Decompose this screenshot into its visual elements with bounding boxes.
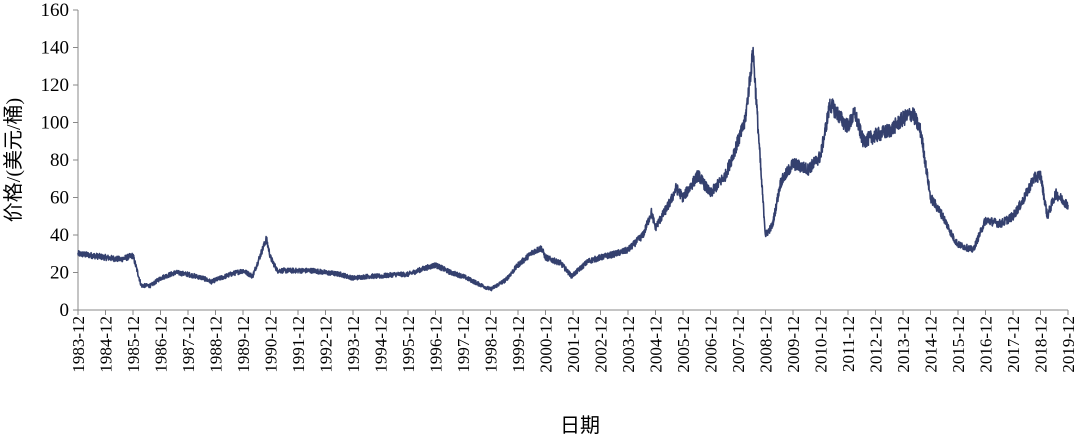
x-tick-label: 2016-12 <box>977 316 996 373</box>
x-tick-label: 2003-12 <box>619 316 638 373</box>
x-tick-label: 1990-12 <box>262 316 281 373</box>
x-tick-label: 2013-12 <box>894 316 913 373</box>
x-axis-title: 日期 <box>560 415 600 436</box>
y-tick-labels: 0 20 40 60 80 100 120 140 160 <box>41 0 70 321</box>
axes <box>73 9 1069 315</box>
x-tick-label: 2008-12 <box>757 316 776 373</box>
x-tick-label: 1994-12 <box>372 316 391 373</box>
x-tick-label: 2014-12 <box>922 316 941 373</box>
y-tick-label: 40 <box>50 225 69 246</box>
x-tick-label: 1988-12 <box>207 316 226 373</box>
x-tick-label: 2007-12 <box>729 316 748 373</box>
y-tick-label: 120 <box>41 75 70 96</box>
x-tick-label: 2017-12 <box>1004 316 1023 373</box>
y-tick-label: 0 <box>60 300 70 321</box>
x-tick-label: 2011-12 <box>839 316 858 372</box>
y-tick-label: 80 <box>50 150 69 171</box>
x-tick-label: 2010-12 <box>812 316 831 373</box>
x-tick-label: 1993-12 <box>344 316 363 373</box>
x-tick-label: 2012-12 <box>867 316 886 373</box>
x-tick-label: 2002-12 <box>592 316 611 373</box>
x-tick-label: 2000-12 <box>537 316 556 373</box>
y-tick-label: 100 <box>41 113 70 134</box>
x-tick-label: 1986-12 <box>152 316 171 373</box>
x-tick-label: 2004-12 <box>647 316 666 373</box>
x-tick-labels: 1983-12 1984-12 1985-12 1986-12 1987-12 1988-… <box>69 316 1078 373</box>
x-tick-label: 1992-12 <box>317 316 336 373</box>
price-series-line <box>77 46 1069 292</box>
y-tick-label: 60 <box>50 188 69 209</box>
x-tick-label: 1983-12 <box>69 316 88 373</box>
x-tick-label: 1984-12 <box>97 316 116 373</box>
x-tick-label: 1985-12 <box>124 316 143 373</box>
x-tick-label: 2019-12 <box>1059 316 1078 373</box>
x-tick-label: 1989-12 <box>234 316 253 373</box>
y-axis-title: 价格/(美元/桶) <box>2 98 25 222</box>
x-tick-label: 2005-12 <box>674 316 693 373</box>
x-tick-label: 1996-12 <box>427 316 446 373</box>
x-tick-label: 2018-12 <box>1032 316 1051 373</box>
y-tick-label: 140 <box>41 38 70 59</box>
x-tick-label: 1997-12 <box>454 316 473 373</box>
y-tick-label: 160 <box>41 0 70 21</box>
x-tick-label: 1995-12 <box>399 316 418 373</box>
x-tick-label: 1991-12 <box>289 316 308 373</box>
series-layer <box>77 46 1069 292</box>
x-tick-label: 1998-12 <box>482 316 501 373</box>
y-tick-label: 20 <box>50 263 69 284</box>
x-tick-label: 2009-12 <box>784 316 803 373</box>
x-tick-label: 2006-12 <box>702 316 721 373</box>
x-tick-label: 1987-12 <box>179 316 198 373</box>
x-tick-label: 1999-12 <box>509 316 528 373</box>
x-tick-label: 2015-12 <box>949 316 968 373</box>
x-tick-label: 2001-12 <box>564 316 583 373</box>
